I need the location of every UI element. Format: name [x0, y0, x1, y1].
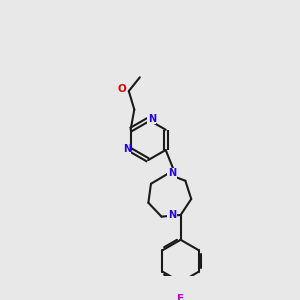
Text: F: F — [177, 294, 184, 300]
Text: N: N — [123, 144, 131, 154]
Text: N: N — [148, 114, 156, 124]
Text: N: N — [168, 168, 176, 178]
Text: N: N — [168, 210, 176, 220]
Text: O: O — [117, 84, 126, 94]
